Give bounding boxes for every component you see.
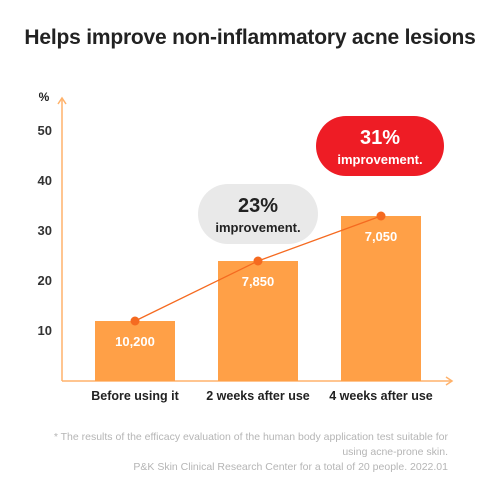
- improvement-bubble-gray: [198, 184, 318, 244]
- footnote: * The results of the efficacy evaluation…: [54, 430, 448, 475]
- improvement-label: improvement.: [337, 152, 422, 167]
- trend-point: [376, 211, 386, 221]
- footnote-line-3: P&K Skin Clinical Research Center for a …: [133, 461, 448, 473]
- y-tick-label: 20: [38, 273, 52, 288]
- y-tick-label: 50: [38, 123, 52, 138]
- x-tick-label: 2 weeks after use: [206, 389, 310, 403]
- bar: [218, 261, 298, 381]
- bar-data-label: 7,050: [365, 229, 398, 244]
- improvement-bubble-red: [316, 116, 444, 176]
- y-tick-label: 10: [38, 323, 52, 338]
- chart-title: Helps improve non-inflammatory acne lesi…: [24, 26, 476, 49]
- x-tick-label: 4 weeks after use: [329, 389, 433, 403]
- y-tick-label: 30: [38, 223, 52, 238]
- improvement-percent: 31%: [360, 127, 400, 149]
- bar-data-label: 7,850: [242, 274, 275, 289]
- bar-data-label: 10,200: [115, 334, 155, 349]
- y-tick-label: 40: [38, 173, 52, 188]
- improvement-label: improvement.: [215, 220, 300, 235]
- footnote-line-2: using acne-prone skin.: [342, 446, 448, 458]
- trend-point: [130, 316, 140, 326]
- trend-point: [253, 256, 263, 266]
- bar: [341, 216, 421, 381]
- y-axis-arrow: [57, 96, 67, 105]
- x-tick-label: Before using it: [91, 389, 179, 403]
- x-axis-arrow: [445, 376, 454, 386]
- bar: [95, 321, 175, 381]
- y-axis-label: %: [39, 90, 50, 104]
- improvement-percent: 23%: [238, 195, 278, 217]
- footnote-line-1: * The results of the efficacy evaluation…: [53, 431, 448, 443]
